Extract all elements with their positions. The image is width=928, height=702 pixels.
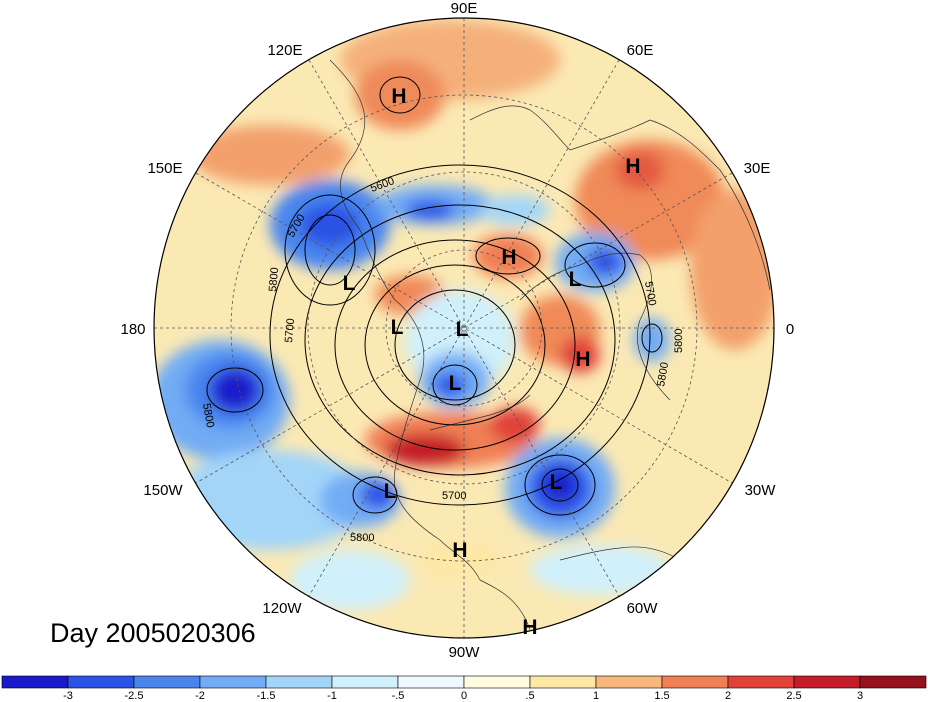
height-contours xyxy=(206,76,663,516)
colorbar-tick-label: 1 xyxy=(593,690,599,702)
colorbar: -3 -2.5 -2 -1.5 -1 -.5 0 .5 1 1.5 2 2.5 3 xyxy=(1,675,927,702)
colorbar-tick-label: .5 xyxy=(525,690,534,702)
high-pressure-marker: H xyxy=(522,616,537,639)
colorbar-swatch xyxy=(529,675,597,689)
map-boundary xyxy=(153,17,775,639)
colorbar-tick-label: 1.5 xyxy=(654,690,669,702)
colorbar-swatch xyxy=(133,675,201,689)
colorbar-swatch xyxy=(265,675,333,689)
colorbar-swatch xyxy=(199,675,267,689)
coastlines xyxy=(329,59,771,631)
high-pressure-marker: H xyxy=(575,348,590,371)
colorbar-tick-label: 3 xyxy=(857,690,863,702)
colorbar-tick-label: -.5 xyxy=(392,690,405,702)
colorbar-swatch xyxy=(397,675,465,689)
colorbar-tick-label: -2 xyxy=(195,690,205,702)
colorbar-swatch xyxy=(331,675,399,689)
colorbar-swatch xyxy=(1,675,69,689)
colorbar-swatch xyxy=(859,675,927,689)
contour-label: 5800 xyxy=(673,329,685,353)
colorbar-swatch xyxy=(661,675,729,689)
low-pressure-marker: L xyxy=(569,268,582,291)
colorbar-tick-label: -2.5 xyxy=(125,690,144,702)
colorbar-swatch xyxy=(463,675,531,689)
colorbar-tick-label: -3 xyxy=(63,690,73,702)
contour-label: 5700 xyxy=(442,490,466,502)
colorbar-swatch xyxy=(67,675,135,689)
contour-label: 5700 xyxy=(283,318,297,343)
lon-label-60w: 60W xyxy=(627,600,659,617)
high-pressure-marker: H xyxy=(452,539,467,562)
contour-label: 5800 xyxy=(267,267,281,292)
lon-label-30w: 30W xyxy=(745,482,777,499)
lon-label-90e: 90E xyxy=(451,0,478,17)
contour-label: 5700 xyxy=(642,280,658,306)
lon-label-90w: 90W xyxy=(449,644,481,661)
colorbar-swatch xyxy=(793,675,861,689)
lon-label-0: 0 xyxy=(786,321,794,338)
lon-label-150e: 150E xyxy=(147,160,182,177)
colorbar-tick-label: 2 xyxy=(725,690,731,702)
low-pressure-marker: L xyxy=(550,471,563,494)
lon-label-120w: 120W xyxy=(262,600,302,617)
low-pressure-marker: L xyxy=(391,316,404,339)
low-pressure-marker: L xyxy=(449,372,462,395)
high-pressure-marker: H xyxy=(625,155,640,178)
lon-label-60e: 60E xyxy=(627,42,654,59)
low-pressure-marker: L xyxy=(384,480,397,503)
colorbar-tick-label: -1.5 xyxy=(257,690,276,702)
day-label: Day 2005020306 xyxy=(50,618,256,648)
colorbar-tick-label: 2.5 xyxy=(786,690,801,702)
low-pressure-marker: L xyxy=(343,272,356,295)
colorbar-swatch xyxy=(595,675,663,689)
longitude-labels: 90E 60E 30E 0 30W 60W 90W 120W 150W 180 … xyxy=(120,0,794,661)
contour-label: 5800 xyxy=(200,402,216,428)
colorbar-tick-label: 0 xyxy=(461,690,467,702)
high-pressure-marker: H xyxy=(391,85,406,108)
contour-label: 5800 xyxy=(655,361,671,387)
lon-label-120e: 120E xyxy=(267,42,302,59)
colorbar-tick-label: -1 xyxy=(327,690,337,702)
lon-label-30e: 30E xyxy=(744,160,771,177)
high-pressure-marker: H xyxy=(501,246,516,269)
contour-label: 5800 xyxy=(350,532,374,544)
lon-label-150w: 150W xyxy=(143,482,183,499)
lon-label-180: 180 xyxy=(120,321,145,338)
low-pressure-marker: L xyxy=(456,318,469,341)
colorbar-swatch xyxy=(727,675,795,689)
graticule xyxy=(154,18,774,638)
pressure-centers: H H H H H H L L L L L L L xyxy=(343,85,641,639)
